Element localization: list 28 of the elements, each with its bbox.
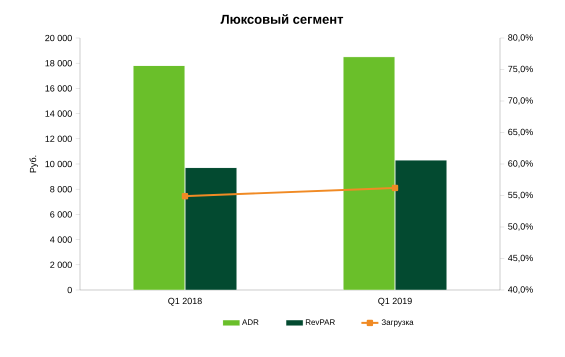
y2-tick-label: 80,0% [508, 34, 533, 42]
y-tick-label: 0 [68, 286, 72, 294]
y-tick-label: 6 000 [50, 211, 72, 218]
y2-tick-label: 60,0% [508, 160, 533, 168]
y-tick-label: 2 000 [50, 262, 72, 268]
y-tick-label: 8 000 [50, 186, 72, 192]
bar [185, 168, 237, 290]
y2-tick-label: 50,0% [508, 223, 533, 231]
y-tick-label: 20 000 [45, 34, 72, 42]
y2-tick-label: 70,0% [508, 97, 533, 105]
y-axis-title: Руб. [30, 156, 38, 172]
y-tick-label: 16 000 [45, 85, 72, 92]
y2-tick-label: 40,0% [508, 286, 533, 294]
x-tick-label: Q1 2018 [168, 298, 202, 306]
y2-tick-label: 65,0% [508, 128, 533, 136]
y-tick-label: 18 000 [45, 60, 72, 66]
bar [133, 66, 185, 290]
x-tick-label: Q1 2019 [378, 298, 412, 306]
y2-tick-label: 75,0% [508, 66, 533, 74]
bar [343, 56, 395, 290]
y-tick-label: 14 000 [45, 110, 72, 117]
chart-title: Люксовый сегмент [220, 14, 344, 24]
bar [395, 160, 447, 290]
y-tick-label: 12 000 [45, 136, 72, 142]
y-tick-label: 4 000 [50, 236, 72, 243]
y2-tick-label: 55,0% [508, 192, 533, 200]
y2-tick-label: 45,0% [508, 254, 533, 262]
y-tick-label: 10 000 [45, 160, 72, 168]
